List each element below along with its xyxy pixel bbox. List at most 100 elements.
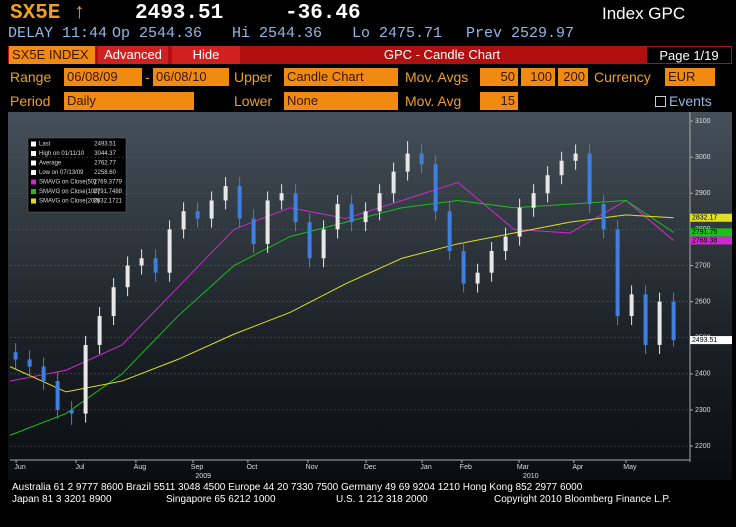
legend-marker xyxy=(31,198,36,204)
price-tag-label: 2791.75 xyxy=(692,229,717,236)
index-label: Index GPC xyxy=(602,4,686,23)
lower-label: Lower xyxy=(234,93,273,109)
upper-label: Upper xyxy=(234,69,273,85)
open: Op 2544.36 xyxy=(112,25,203,42)
legend-label: High on 01/11/10 xyxy=(39,151,85,157)
legend-label: Last xyxy=(39,142,51,148)
candle-body xyxy=(223,186,228,201)
upper-field[interactable]: Candle Chart xyxy=(284,68,398,86)
ticker: SX5E ↑ xyxy=(10,2,86,25)
footer-japan: Japan 81 3 3201 8900 xyxy=(12,494,112,505)
movavg-field[interactable]: 15 xyxy=(480,92,518,110)
y-tick-label: 2200 xyxy=(695,443,711,450)
footer-line: Australia 61 2 9777 8600 Brazil 5511 304… xyxy=(12,482,583,493)
candle-body xyxy=(671,301,676,341)
ma3-field[interactable]: 200 xyxy=(558,68,588,86)
y-tick-label: 3100 xyxy=(695,118,711,125)
high: Hi 2544.36 xyxy=(232,25,323,42)
candle-body xyxy=(97,316,102,345)
movavg-label: Mov. Avg xyxy=(405,93,462,109)
lower-field[interactable]: None xyxy=(284,92,398,110)
year-label: 2009 xyxy=(195,473,211,480)
candle-body xyxy=(377,193,382,212)
page-indicator: Page 1/19 xyxy=(646,46,732,64)
x-tick-label: Dec xyxy=(364,464,377,471)
candle-body xyxy=(111,287,116,317)
price-tag-label: 2832.17 xyxy=(692,215,717,222)
price-tag xyxy=(690,236,732,245)
footer-copyright: Copyright 2010 Bloomberg Finance L.P. xyxy=(494,494,671,505)
candle-body xyxy=(475,272,480,284)
toolbar-title: GPC - Candle Chart xyxy=(383,47,501,62)
candle-body xyxy=(461,251,466,284)
x-tick-label: Feb xyxy=(460,464,472,471)
last-price: 2493.51 xyxy=(135,2,224,25)
candle-body xyxy=(69,409,74,414)
candle-body xyxy=(559,160,564,176)
events-label: Events xyxy=(669,93,712,109)
advanced-button[interactable]: Advanced xyxy=(98,46,168,64)
candle-body xyxy=(587,153,592,205)
movavgs-label: Mov. Avgs xyxy=(405,69,469,85)
candle-body xyxy=(657,301,662,345)
candle-body xyxy=(629,294,634,317)
candle-body xyxy=(489,251,494,273)
moving-average-line xyxy=(9,214,674,393)
ma2-field[interactable]: 100 xyxy=(521,68,555,86)
change: -36.46 xyxy=(285,2,361,25)
candle-body xyxy=(419,153,424,165)
legend-value: 2769.3779 xyxy=(94,180,123,186)
x-tick-label: May xyxy=(623,464,637,471)
legend-marker xyxy=(31,179,36,185)
candle-body xyxy=(391,171,396,194)
hide-button[interactable]: Hide xyxy=(172,46,240,64)
x-tick-label: Jul xyxy=(76,464,85,471)
y-tick-label: 3000 xyxy=(695,154,711,161)
candle-body xyxy=(209,200,214,219)
candle-body xyxy=(125,265,130,288)
candle-body xyxy=(279,193,284,201)
candle-body xyxy=(195,211,200,219)
x-tick-label: Aug xyxy=(134,464,147,471)
ma1-field[interactable]: 50 xyxy=(480,68,518,86)
candle-body xyxy=(349,204,354,223)
x-tick-label: Jun xyxy=(14,464,25,471)
candle-body xyxy=(237,186,242,219)
period-field[interactable]: Daily xyxy=(64,92,194,110)
candle-body xyxy=(573,153,578,161)
candle-body xyxy=(335,204,340,230)
y-tick-label: 2300 xyxy=(695,407,711,414)
legend-marker xyxy=(31,141,36,147)
legend-value: 2762.77 xyxy=(94,161,116,167)
candle-body xyxy=(643,294,648,345)
candle-body xyxy=(139,258,144,266)
range-label: Range xyxy=(10,69,52,85)
price-tag xyxy=(690,228,732,237)
candle-body xyxy=(307,222,312,259)
legend-value: 2258.60 xyxy=(94,170,116,176)
events-checkbox[interactable] xyxy=(655,96,666,107)
range-end[interactable]: 06/08/10 xyxy=(153,68,229,86)
moving-average-line xyxy=(9,181,674,382)
y-tick-label: 2900 xyxy=(695,190,711,197)
security-button[interactable]: SX5E INDEX xyxy=(9,46,95,64)
last-price-label: 2493.51 xyxy=(692,337,717,344)
legend-label: SMAVG on Close(50) xyxy=(39,180,96,186)
legend-marker xyxy=(31,151,36,156)
candle-body xyxy=(321,229,326,259)
range-start[interactable]: 06/08/09 xyxy=(64,68,142,86)
y-tick-label: 2700 xyxy=(695,262,711,269)
currency-field[interactable]: EUR xyxy=(665,68,715,86)
chart-background xyxy=(8,112,732,480)
legend-marker xyxy=(31,160,36,166)
x-tick-label: Oct xyxy=(246,464,257,471)
candle-body xyxy=(181,211,186,230)
legend-label: SMAVG on Close(200) xyxy=(39,199,100,205)
x-tick-label: Jan xyxy=(420,464,431,471)
candle-body xyxy=(167,229,172,273)
candle-body xyxy=(405,153,410,172)
low: Lo 2475.71 xyxy=(352,25,443,42)
x-tick-label: Sep xyxy=(191,464,204,471)
legend-label: SMAVG on Close(100) xyxy=(39,189,100,195)
